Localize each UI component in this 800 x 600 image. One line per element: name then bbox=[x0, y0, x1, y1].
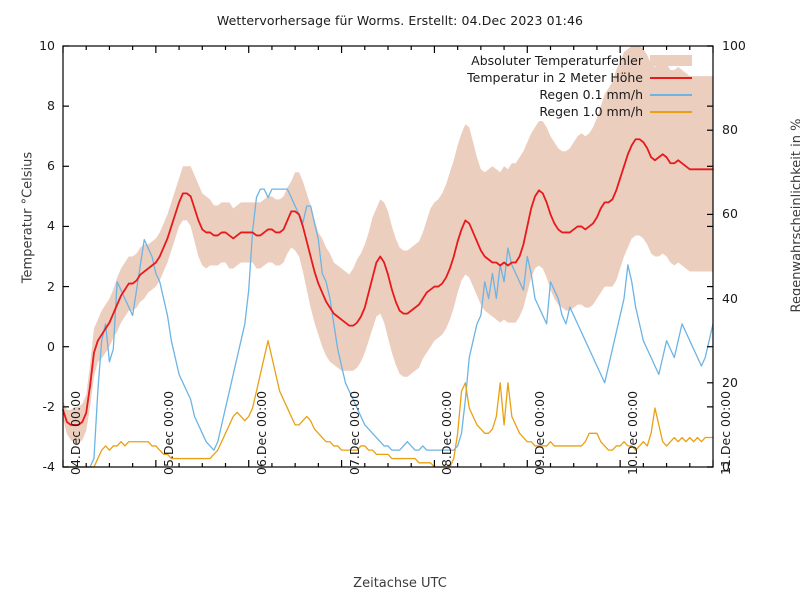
y-axis-left-tick-label: 6 bbox=[47, 158, 55, 174]
y-axis-left-tick-label: -4 bbox=[42, 459, 55, 474]
y-axis-right-label: Regenwahrscheinlichkeit in % bbox=[789, 119, 800, 313]
x-axis-tick-label: 06.Dec 00:00 bbox=[253, 390, 269, 475]
y-axis-right-tick-label: 80 bbox=[722, 122, 738, 138]
y-axis-right-tick-label: 100 bbox=[722, 38, 746, 53]
y-axis-left-tick-label: 4 bbox=[47, 218, 55, 234]
x-axis-label: Zeitachse UTC bbox=[353, 576, 447, 591]
legend-item-label: Regen 1.0 mm/h bbox=[539, 104, 643, 119]
y-axis-left-tick-label: 10 bbox=[39, 38, 55, 53]
x-axis-tick-label: 11.Dec 00:00 bbox=[718, 390, 733, 475]
y-axis-left-tick-label: 0 bbox=[47, 338, 55, 354]
y-axis-left-tick-label: 2 bbox=[47, 278, 55, 294]
legend-swatch-line bbox=[650, 76, 692, 79]
page-title: Wettervorhersage für Worms. Erstellt: 04… bbox=[216, 13, 584, 28]
chart-legend: Absoluter Temperaturfehler Temperatur in … bbox=[430, 52, 692, 120]
legend-item-label: Regen 0.1 mm/h bbox=[539, 87, 643, 102]
legend-swatch-line bbox=[650, 110, 692, 113]
x-axis-tick-label: 08.Dec 00:00 bbox=[439, 390, 455, 475]
legend-item: Absoluter Temperaturfehler bbox=[430, 52, 692, 69]
y-axis-left-tick-label: 8 bbox=[47, 98, 55, 114]
rain-01-series-line bbox=[62, 188, 714, 468]
y-axis-left-tick-label: -2 bbox=[42, 398, 55, 414]
x-axis-tick-label: 10.Dec 00:00 bbox=[625, 390, 641, 475]
y-axis-right-tick-label: 0 bbox=[722, 459, 730, 474]
legend-item-label: Temperatur in 2 Meter Höhe bbox=[467, 70, 643, 85]
y-axis-left-label: Temperatur °Celsius bbox=[20, 151, 36, 284]
y-axis-right-tick-label: 40 bbox=[722, 290, 738, 306]
legend-item: Regen 0.1 mm/h bbox=[430, 86, 692, 103]
legend-swatch-line bbox=[650, 93, 692, 96]
legend-item: Temperatur in 2 Meter Höhe bbox=[430, 69, 692, 86]
x-axis-tick-label: 09.Dec 00:00 bbox=[532, 390, 548, 475]
x-axis-tick-label: 07.Dec 00:00 bbox=[346, 390, 362, 475]
legend-item-label: Absoluter Temperaturfehler bbox=[471, 53, 643, 68]
legend-item: Regen 1.0 mm/h bbox=[430, 103, 692, 120]
rain-10-series-line bbox=[62, 340, 714, 468]
x-axis-tick-label: 04.Dec 00:00 bbox=[68, 390, 83, 475]
y-axis-right-tick-label: 60 bbox=[722, 206, 738, 222]
legend-swatch-band bbox=[650, 55, 692, 66]
x-axis-tick-label: 05.Dec 00:00 bbox=[160, 390, 176, 475]
temperature-series-line bbox=[62, 138, 714, 426]
y-axis-right-tick-label: 20 bbox=[722, 374, 738, 390]
temperature-error-band bbox=[63, 46, 713, 443]
